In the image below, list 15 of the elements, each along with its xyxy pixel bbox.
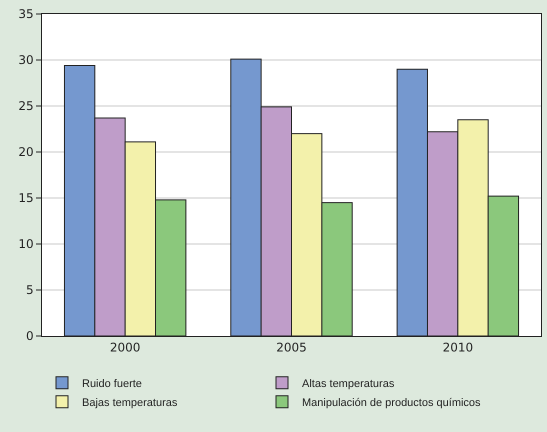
y-tick-label: 0 (26, 329, 34, 344)
y-tick-label: 10 (18, 237, 34, 252)
x-tick-label: 2005 (276, 340, 307, 354)
legend-label: Manipulación de productos químicos (302, 396, 482, 409)
y-tick-label: 25 (18, 99, 34, 114)
legend-label: Bajas temperaturas (82, 396, 178, 409)
y-tick-label: 5 (26, 283, 34, 298)
y-tick-label: 15 (18, 191, 34, 206)
legend-label: Altas temperaturas (302, 378, 395, 390)
y-tick-label: 20 (18, 145, 34, 160)
legend-label: Ruido fuerte (82, 378, 142, 390)
y-tick-label: 35 (18, 7, 34, 22)
y-tick-label: 30 (18, 53, 34, 68)
x-tick-label: 2000 (110, 340, 140, 354)
x-tick-label: 2010 (442, 340, 474, 354)
